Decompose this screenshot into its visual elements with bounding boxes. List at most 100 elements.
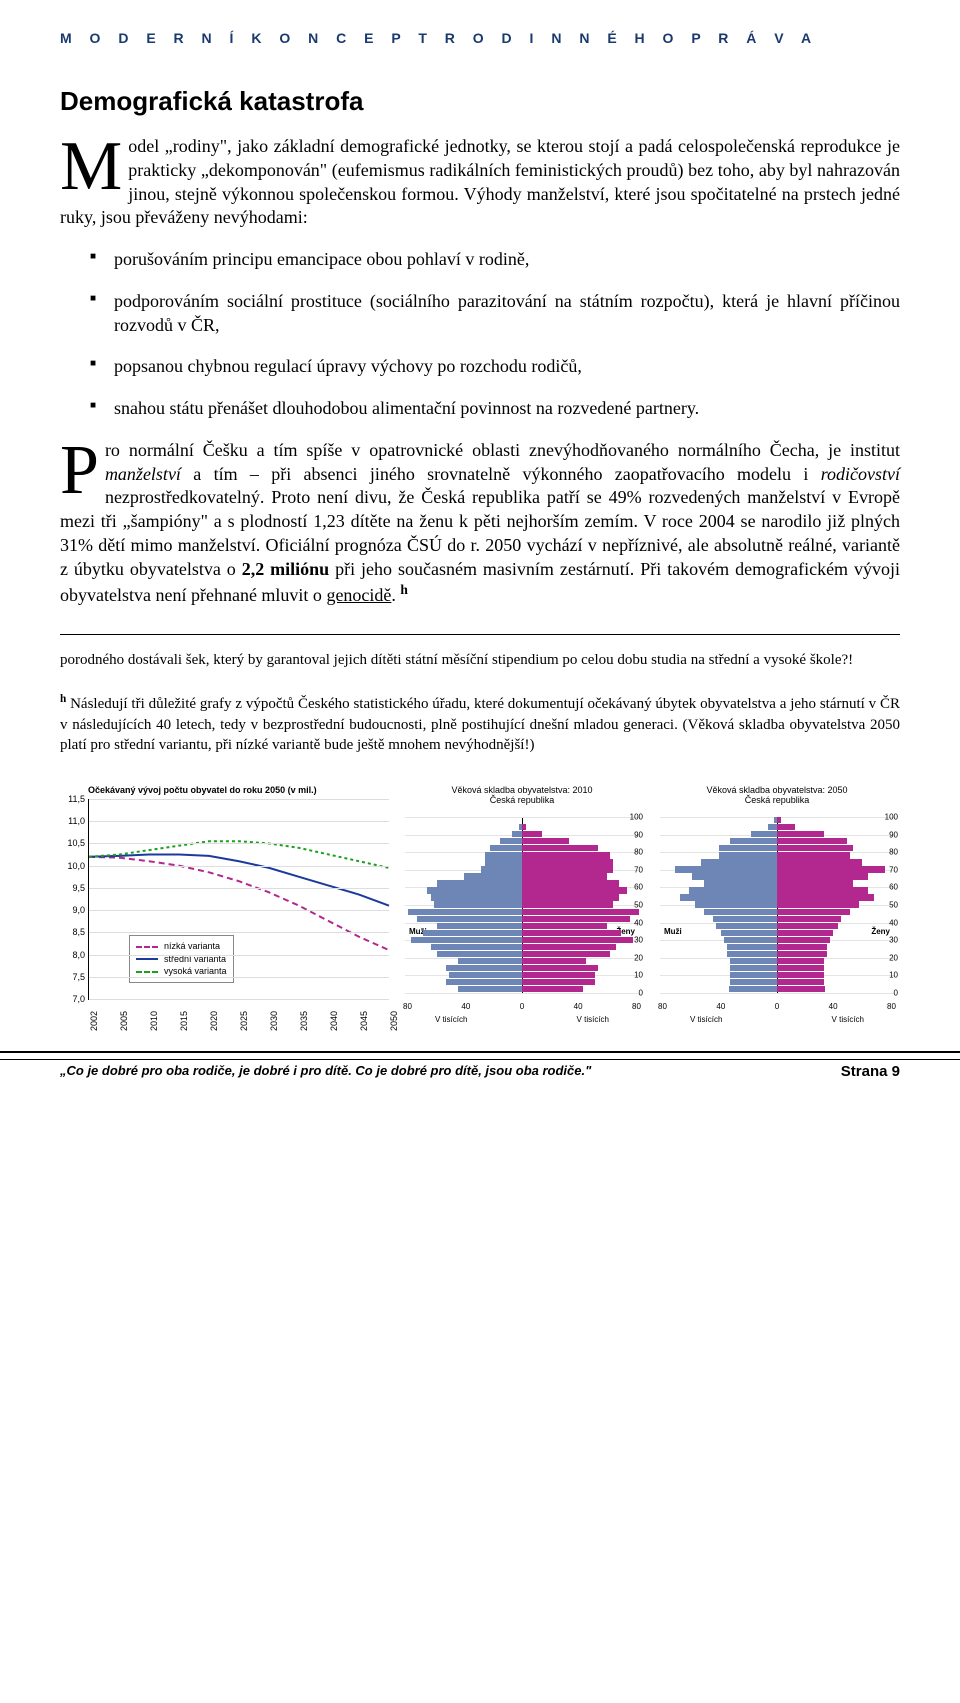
pyramid-bar-female: [777, 986, 825, 992]
pyramid-bar-male: [675, 866, 777, 872]
x-tick-label: 0: [775, 1002, 779, 1011]
gridline: [89, 932, 389, 933]
gridline: [89, 955, 389, 956]
footer-rule: [0, 1051, 960, 1060]
pyramid-bar-male: [692, 873, 777, 879]
y-tick-label: 100: [630, 813, 643, 822]
pyramid-bar-male: [727, 951, 777, 957]
pyramid-bar-male: [751, 831, 777, 837]
pyramid-subtitle: Česká republika: [399, 795, 645, 805]
x-tick-label: 2050: [389, 1011, 399, 1031]
pyramid-bar-male: [434, 901, 522, 907]
pyramid-bar-female: [522, 930, 621, 936]
pyramid-bar-female: [522, 979, 595, 985]
bullet-item: podporováním sociální prostituce (sociál…: [90, 290, 900, 338]
pyramid-bar-female: [777, 909, 850, 915]
pyramid-bar-male: [713, 916, 777, 922]
pyramid-bar-male: [446, 965, 522, 971]
pyramid-bar-male: [437, 923, 522, 929]
x-tick-label: 80: [658, 1002, 667, 1011]
pyramid-bar-female: [777, 958, 824, 964]
pyramid-bar-female: [777, 979, 824, 985]
pyramid-bar-female: [777, 916, 841, 922]
page-footer: „Co je dobré pro oba rodiče, je dobré i …: [60, 1051, 900, 1091]
p2-bold: 2,2 miliónu: [242, 559, 329, 579]
x-unit-label: V tisících: [577, 1015, 609, 1024]
y-tick-label: 10: [889, 971, 898, 980]
pyramid-bar-male: [512, 831, 522, 837]
pyramid-bar-male: [695, 901, 777, 907]
footnote-text: Následují tři důležité grafy z výpočtů Č…: [60, 696, 900, 753]
pyramid-bar-male: [411, 937, 522, 943]
pyramid-bar-female: [522, 880, 619, 886]
x-tick-label: 40: [461, 1002, 470, 1011]
y-tick-label: 10,5: [61, 838, 85, 848]
pyramid-2050: Věková skladba obyvatelstva: 2050 Česká …: [654, 785, 900, 1011]
pyramid-bar-male: [704, 909, 777, 915]
pyramid-bar-male: [427, 887, 522, 893]
y-tick-label: 7,5: [61, 972, 85, 982]
pyramid-bar-male: [423, 930, 522, 936]
pyramid-bar-female: [777, 965, 824, 971]
pyramid-bar-male: [464, 873, 523, 879]
pyramid-2010: Věková skladba obyvatelstva: 2010 Česká …: [399, 785, 645, 1011]
pyramid-bar-female: [522, 986, 583, 992]
y-tick-label: 9,5: [61, 883, 85, 893]
pyramid-bar-male: [768, 824, 777, 830]
gridline: [89, 999, 389, 1000]
y-tick-label: 90: [889, 830, 898, 839]
pyramid-bar-male: [719, 852, 778, 858]
y-tick-label: 40: [634, 918, 643, 927]
x-tick-label: 80: [887, 1002, 896, 1011]
x-tick-label: 2045: [359, 1011, 369, 1031]
pyramid-bar-male: [417, 916, 522, 922]
page: M O D E R N Í K O N C E P T R O D I N N …: [0, 0, 960, 1111]
pyramid-bar-female: [522, 951, 610, 957]
p2-underline: genocidě: [326, 585, 391, 605]
pyramid-bar-male: [458, 986, 522, 992]
pyramid-title: Věková skladba obyvatelstva: 2010: [399, 785, 645, 795]
y-tick-label: 10: [634, 971, 643, 980]
pyramid-bar-female: [522, 824, 526, 830]
legend-swatch: [136, 946, 158, 948]
footnote-separator: [60, 634, 900, 635]
pyramid-bar-male: [701, 859, 777, 865]
pyramid-bar-male: [727, 944, 777, 950]
pyramid-bar-female: [522, 831, 542, 837]
pyramid-bar-female: [522, 972, 595, 978]
pyramid-bar-female: [777, 831, 824, 837]
y-tick-label: 70: [634, 865, 643, 874]
pyramid-bar-female: [777, 901, 859, 907]
pyramid-bar-female: [777, 930, 833, 936]
y-tick-label: 70: [889, 865, 898, 874]
pyramid-bar-male: [689, 887, 777, 893]
y-tick-label: 20: [889, 953, 898, 962]
legend-item: nízká varianta: [136, 940, 227, 953]
x-tick-label: 0: [520, 1002, 524, 1011]
pyramid-bar-female: [777, 845, 853, 851]
pyramid-bar-male: [431, 944, 522, 950]
x-tick-label: 2020: [209, 1011, 219, 1031]
y-tick-label: 60: [634, 883, 643, 892]
paragraph-2: Pro normální Češku a tím spíše v opatrov…: [60, 439, 900, 608]
gridline: [660, 993, 894, 994]
charts-row: Očekávaný vývoj počtu obyvatel do roku 2…: [60, 785, 900, 1011]
line-chart-title: Očekávaný vývoj počtu obyvatel do roku 2…: [88, 785, 390, 795]
y-tick-label: 50: [889, 901, 898, 910]
y-tick-label: 0: [894, 989, 898, 998]
p2-run: a tím – při absenci jiného srovnatelně v…: [181, 464, 821, 484]
gridline: [89, 799, 389, 800]
pyramid-bar-female: [522, 845, 598, 851]
gridline: [89, 866, 389, 867]
female-label: Ženy: [871, 927, 890, 936]
pyramid-title: Věková skladba obyvatelstva: 2050: [654, 785, 900, 795]
pyramid-bar-male: [408, 909, 522, 915]
p2-italic: rodičovství: [821, 464, 900, 484]
pyramid-bar-male: [490, 845, 522, 851]
footnote-continuation: porodného dostávali šek, který by garant…: [60, 650, 900, 670]
pyramid-bar-female: [777, 972, 824, 978]
y-tick-label: 9,0: [61, 905, 85, 915]
pyramid-bar-male: [730, 838, 777, 844]
y-tick-label: 11,5: [61, 794, 85, 804]
pyramid-bar-male: [730, 958, 777, 964]
